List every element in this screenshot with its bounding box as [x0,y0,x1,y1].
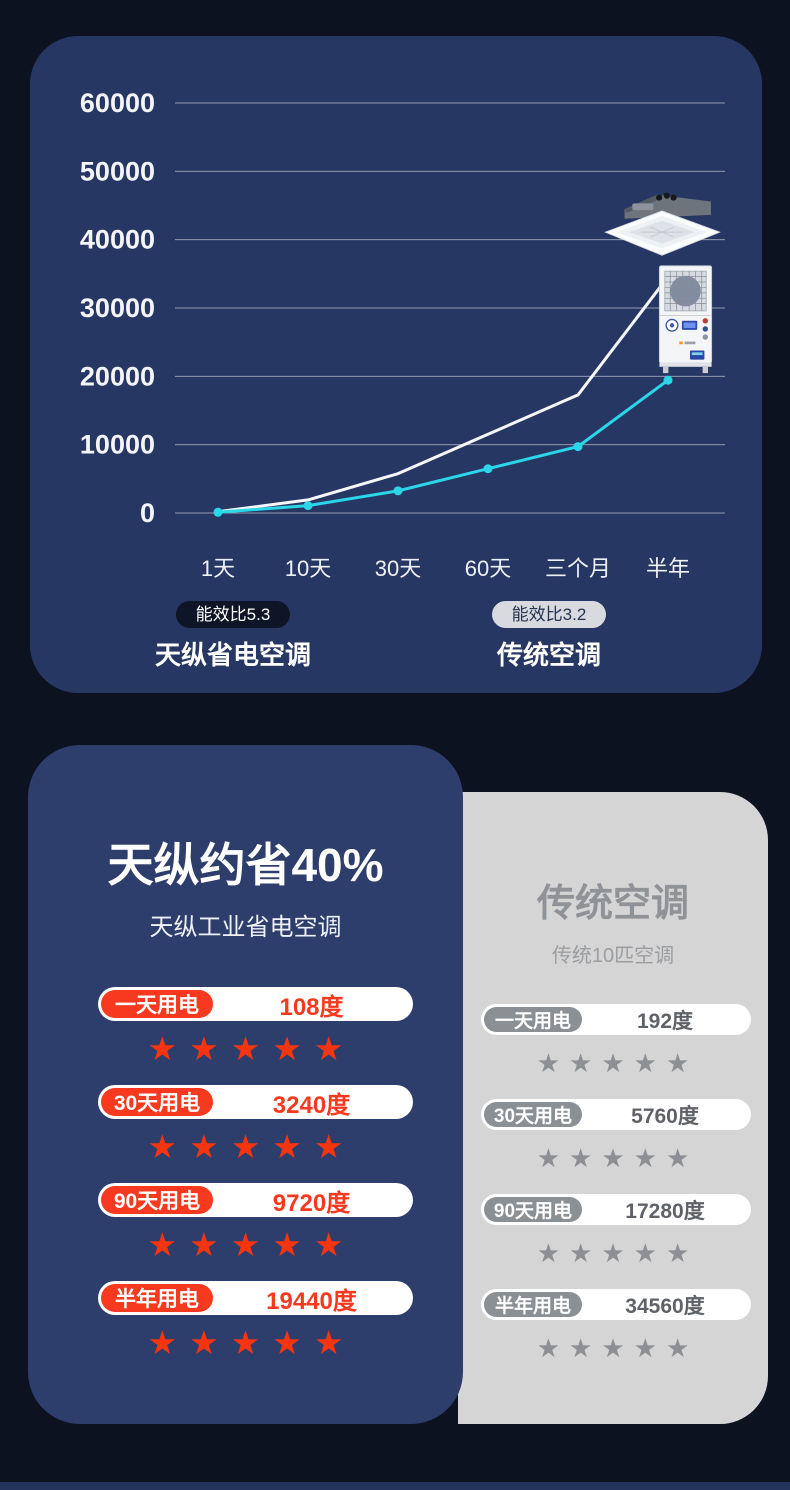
usage-line-chart: 0 10000 20000 30000 40000 50000 60000 1天 10天 30天 6… [80,88,725,581]
svg-text:40000: 40000 [80,225,155,255]
usage-label: 30天用电 [101,1088,213,1116]
svg-text:60天: 60天 [465,556,511,581]
usage-value: 5760度 [631,1104,699,1128]
star-rating: ★★★★★ [147,1226,356,1263]
traditional-usage-card: 传统空调 传统10匹空调 一天用电 192度 ★★★★★ 30天用电 5760度… [458,792,768,1424]
svg-text:1天: 1天 [201,556,235,581]
usage-label: 一天用电 [484,1007,582,1032]
star-rating: ★★★★★ [147,1128,356,1165]
usage-row: 一天用电 108度 ★★★★★ [28,987,463,1069]
usage-row: 30天用电 5760度 ★★★★★ [458,1099,768,1176]
usage-row: 90天用电 9720度 ★★★★★ [28,1183,463,1265]
svg-text:30天: 30天 [375,556,421,581]
star-rating: ★★★★★ [536,1143,699,1173]
tianzong-card-subtitle: 天纵工业省电空调 [149,914,342,941]
usage-pill: 90天用电 17280度 [481,1194,751,1225]
usage-chart-panel: 0 10000 20000 30000 40000 50000 60000 1天 10天 30天 6… [30,36,762,693]
usage-pill: 半年用电 19440度 [98,1281,413,1315]
usage-value: 9720度 [272,1189,351,1217]
tianzong-usage-rows: 一天用电 108度 ★★★★★ 30天用电 3240度 ★★★★★ 90天用电 … [28,987,463,1363]
usage-pill: 半年用电 34560度 [481,1289,751,1320]
traditional-card-title: 传统空调 [536,883,689,925]
series-label-tianzong: 天纵省电空调 [154,640,311,670]
svg-text:30000: 30000 [80,293,155,323]
usage-row: 半年用电 19440度 ★★★★★ [28,1281,463,1363]
usage-value: 108度 [279,993,344,1021]
efficiency-badge-tianzong: 能效比5.3 [175,601,291,628]
usage-pill: 一天用电 192度 [481,1004,751,1035]
usage-pill: 30天用电 5760度 [481,1099,751,1130]
svg-text:半年: 半年 [646,556,690,581]
usage-label: 半年用电 [484,1292,582,1317]
svg-text:10000: 10000 [80,430,155,460]
legend-tianzong: 能效比5.3 天纵省电空调 [123,601,343,672]
star-rating: ★★★★★ [147,1030,356,1067]
star-rating: ★★★★★ [536,1333,699,1363]
usage-row: 90天用电 17280度 ★★★★★ [458,1194,768,1271]
usage-value: 34560度 [625,1294,705,1318]
usage-label: 一天用电 [101,990,213,1018]
star-rating: ★★★★★ [147,1324,356,1361]
usage-value: 3240度 [272,1091,351,1119]
usage-value: 192度 [636,1009,694,1033]
usage-pill: 30天用电 3240度 [98,1085,413,1119]
svg-text:60000: 60000 [80,88,155,118]
usage-row: 一天用电 192度 ★★★★★ [458,1004,768,1081]
next-section-divider [0,1482,790,1490]
star-rating: ★★★★★ [536,1238,699,1268]
usage-row: 30天用电 3240度 ★★★★★ [28,1085,463,1167]
legend-traditional: 能效比3.2 传统空调 [439,601,659,672]
svg-text:三个月: 三个月 [545,556,611,581]
efficiency-badge-traditional: 能效比3.2 [491,601,607,628]
floor-standing-ac-image [658,265,713,374]
usage-label: 90天用电 [484,1197,582,1222]
svg-text:10天: 10天 [285,556,331,581]
usage-label: 半年用电 [101,1284,213,1312]
usage-value: 17280度 [625,1199,705,1223]
svg-text:0: 0 [140,498,155,528]
usage-pill: 一天用电 108度 [98,987,413,1021]
usage-value: 19440度 [266,1287,357,1315]
series-label-traditional: 传统空调 [496,640,601,670]
traditional-usage-rows: 一天用电 192度 ★★★★★ 30天用电 5760度 ★★★★★ 90天用电 … [458,1004,768,1366]
usage-label: 30天用电 [484,1102,582,1127]
usage-label: 90天用电 [101,1186,213,1214]
svg-text:20000: 20000 [80,361,155,391]
star-rating: ★★★★★ [536,1048,699,1078]
traditional-card-subtitle: 传统10匹空调 [551,945,675,967]
svg-text:50000: 50000 [80,156,155,186]
ceiling-cassette-ac-image [604,192,721,256]
usage-pill: 90天用电 9720度 [98,1183,413,1217]
usage-row: 半年用电 34560度 ★★★★★ [458,1289,768,1366]
tianzong-card-title: 天纵约省40% [107,839,384,891]
tianzong-usage-card: 天纵约省40% 天纵工业省电空调 一天用电 108度 ★★★★★ 30天用电 3… [28,745,463,1424]
